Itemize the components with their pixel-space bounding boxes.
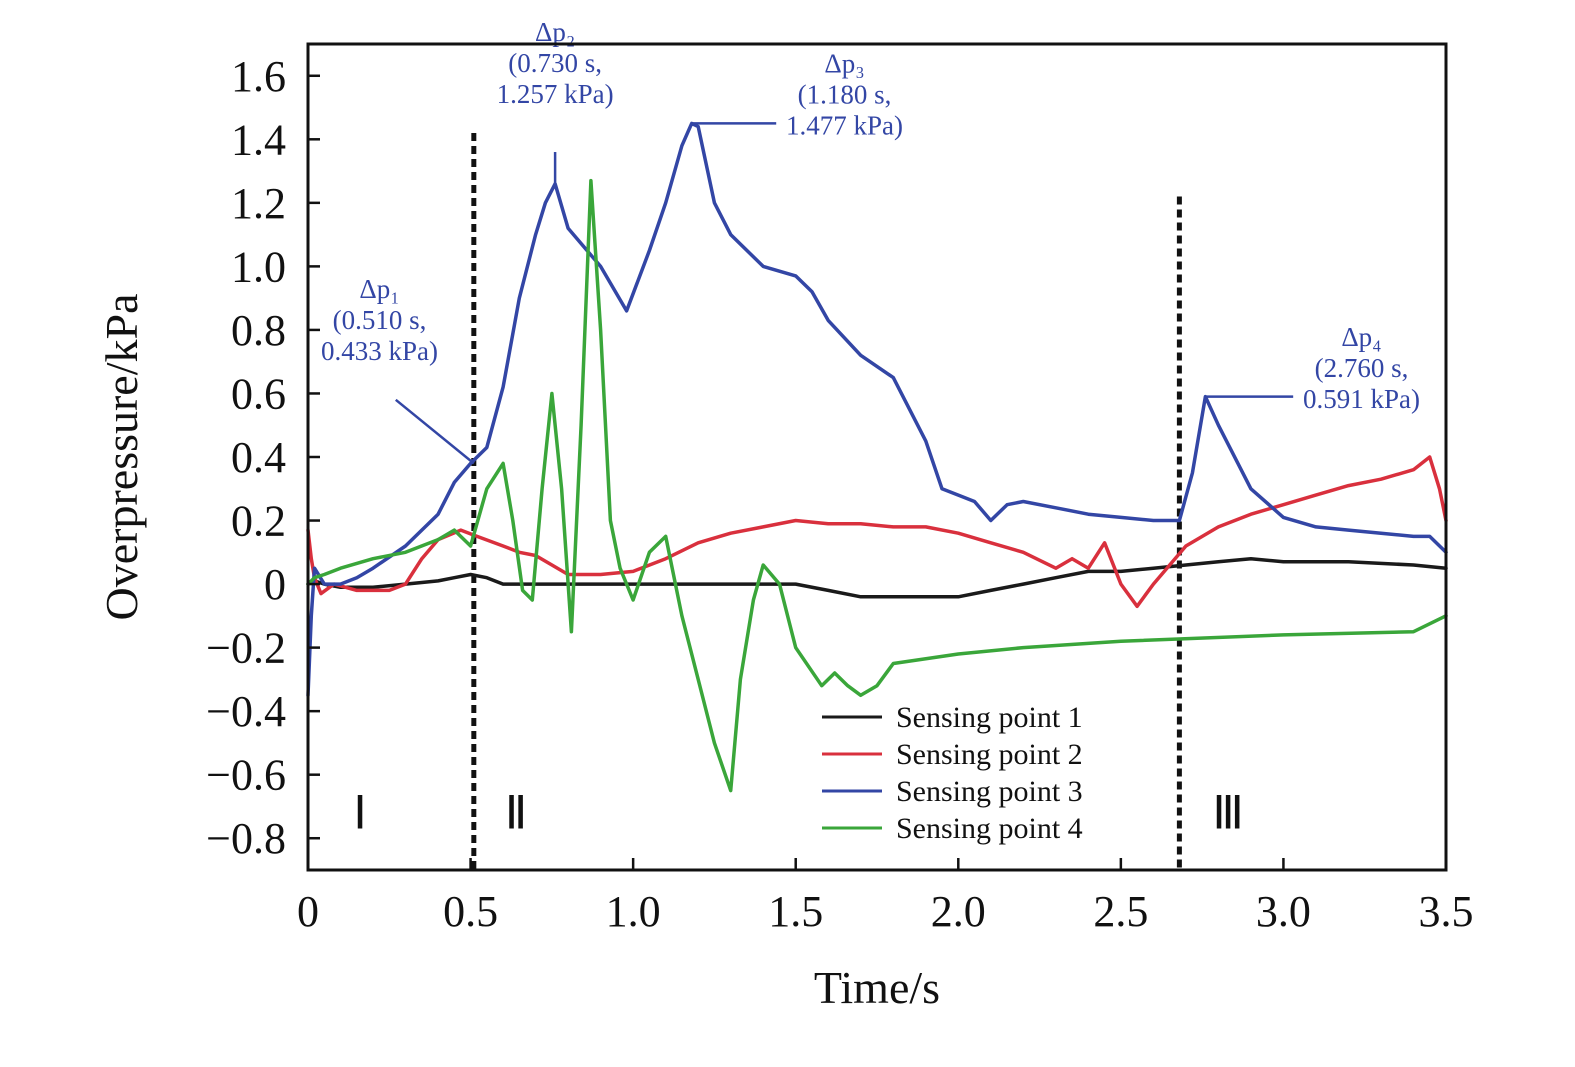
y-tick-label: 0.6 (231, 369, 286, 418)
legend: Sensing point 1 Sensing point 2 Sensing po… (822, 701, 1083, 845)
x-tick-label: 0.5 (443, 887, 498, 936)
series-line-sensing-point-1 (306, 556, 1448, 599)
x-tick-label: 2.5 (1093, 887, 1148, 936)
annotation-2-line-1: Δp₂ (535, 17, 575, 47)
legend-label-sensing-point-1: Sensing point 1 (896, 701, 1083, 734)
series-line-sensing-point-4 (306, 178, 1448, 793)
region-label-1: Ⅰ (353, 788, 367, 839)
annotation-4-line-2: (2.760 s, (1315, 353, 1409, 383)
x-tick-label: 1.0 (606, 887, 661, 936)
annotation-1-line-3: 0.433 kPa) (321, 336, 438, 366)
legend-label-sensing-point-2: Sensing point 2 (896, 738, 1083, 771)
plot-area: Ⅰ Ⅱ Ⅲ Δp₁(0.510 s,0.433 kPa) Δp₂(0.730 s,1.2… (306, 17, 1448, 870)
y-tick-label: 1.0 (231, 242, 286, 291)
y-tick-label: 0.8 (231, 306, 286, 355)
y-tick-label: 1.2 (231, 179, 286, 228)
annotation-4-line-3: 0.591 kPa) (1303, 384, 1420, 414)
y-tick-label: −0.6 (206, 751, 286, 800)
y-axis-title: Overpressure/kPa (96, 293, 147, 620)
legend-label-sensing-point-3: Sensing point 3 (896, 775, 1083, 808)
y-tick-label: 0.4 (231, 433, 286, 482)
x-tick-label: 0 (297, 887, 319, 936)
y-tick-label: 0 (264, 560, 286, 609)
annotation-leader-1 (394, 398, 475, 465)
y-tick-label: −0.8 (206, 814, 286, 863)
x-tick-label: 3.5 (1419, 887, 1474, 936)
annotation-1-line-1: Δp₁ (359, 274, 399, 304)
region-label-3: Ⅲ (1212, 788, 1244, 839)
annotation-4-line-1: Δp₄ (1341, 322, 1381, 352)
region-label-2: Ⅱ (505, 788, 528, 839)
annotation-2-line-3: 1.257 kPa) (497, 79, 614, 109)
y-tick-label: −0.4 (206, 687, 286, 736)
annotation-2-line-2: (0.730 s, (508, 48, 602, 78)
x-axis-title: Time/s (814, 962, 940, 1013)
y-tick-label: 1.4 (231, 115, 286, 164)
x-tick-label: 1.5 (768, 887, 823, 936)
axes: 0 0.5 1.0 1.5 2.0 2.5 3.0 3.5 1.6 1.4 1.2 1.0 0.8 0.6… (206, 52, 1473, 936)
y-tick-label: 1.6 (231, 52, 286, 101)
legend-label-sensing-point-4: Sensing point 4 (896, 812, 1083, 845)
series-line-sensing-point-2 (306, 455, 1448, 609)
x-tick-label: 3.0 (1256, 887, 1311, 936)
annotation-3-line-2: (1.180 s, (798, 80, 892, 110)
series-line-sensing-point-3 (306, 121, 1448, 698)
y-tick-label: 0.2 (231, 497, 286, 546)
annotation-3-line-1: Δp₃ (824, 49, 864, 79)
annotation-1-line-2: (0.510 s, (333, 305, 427, 335)
annotation-3-line-3: 1.477 kPa) (786, 111, 903, 141)
x-tick-label: 2.0 (931, 887, 986, 936)
y-tick-label: −0.2 (206, 624, 286, 673)
